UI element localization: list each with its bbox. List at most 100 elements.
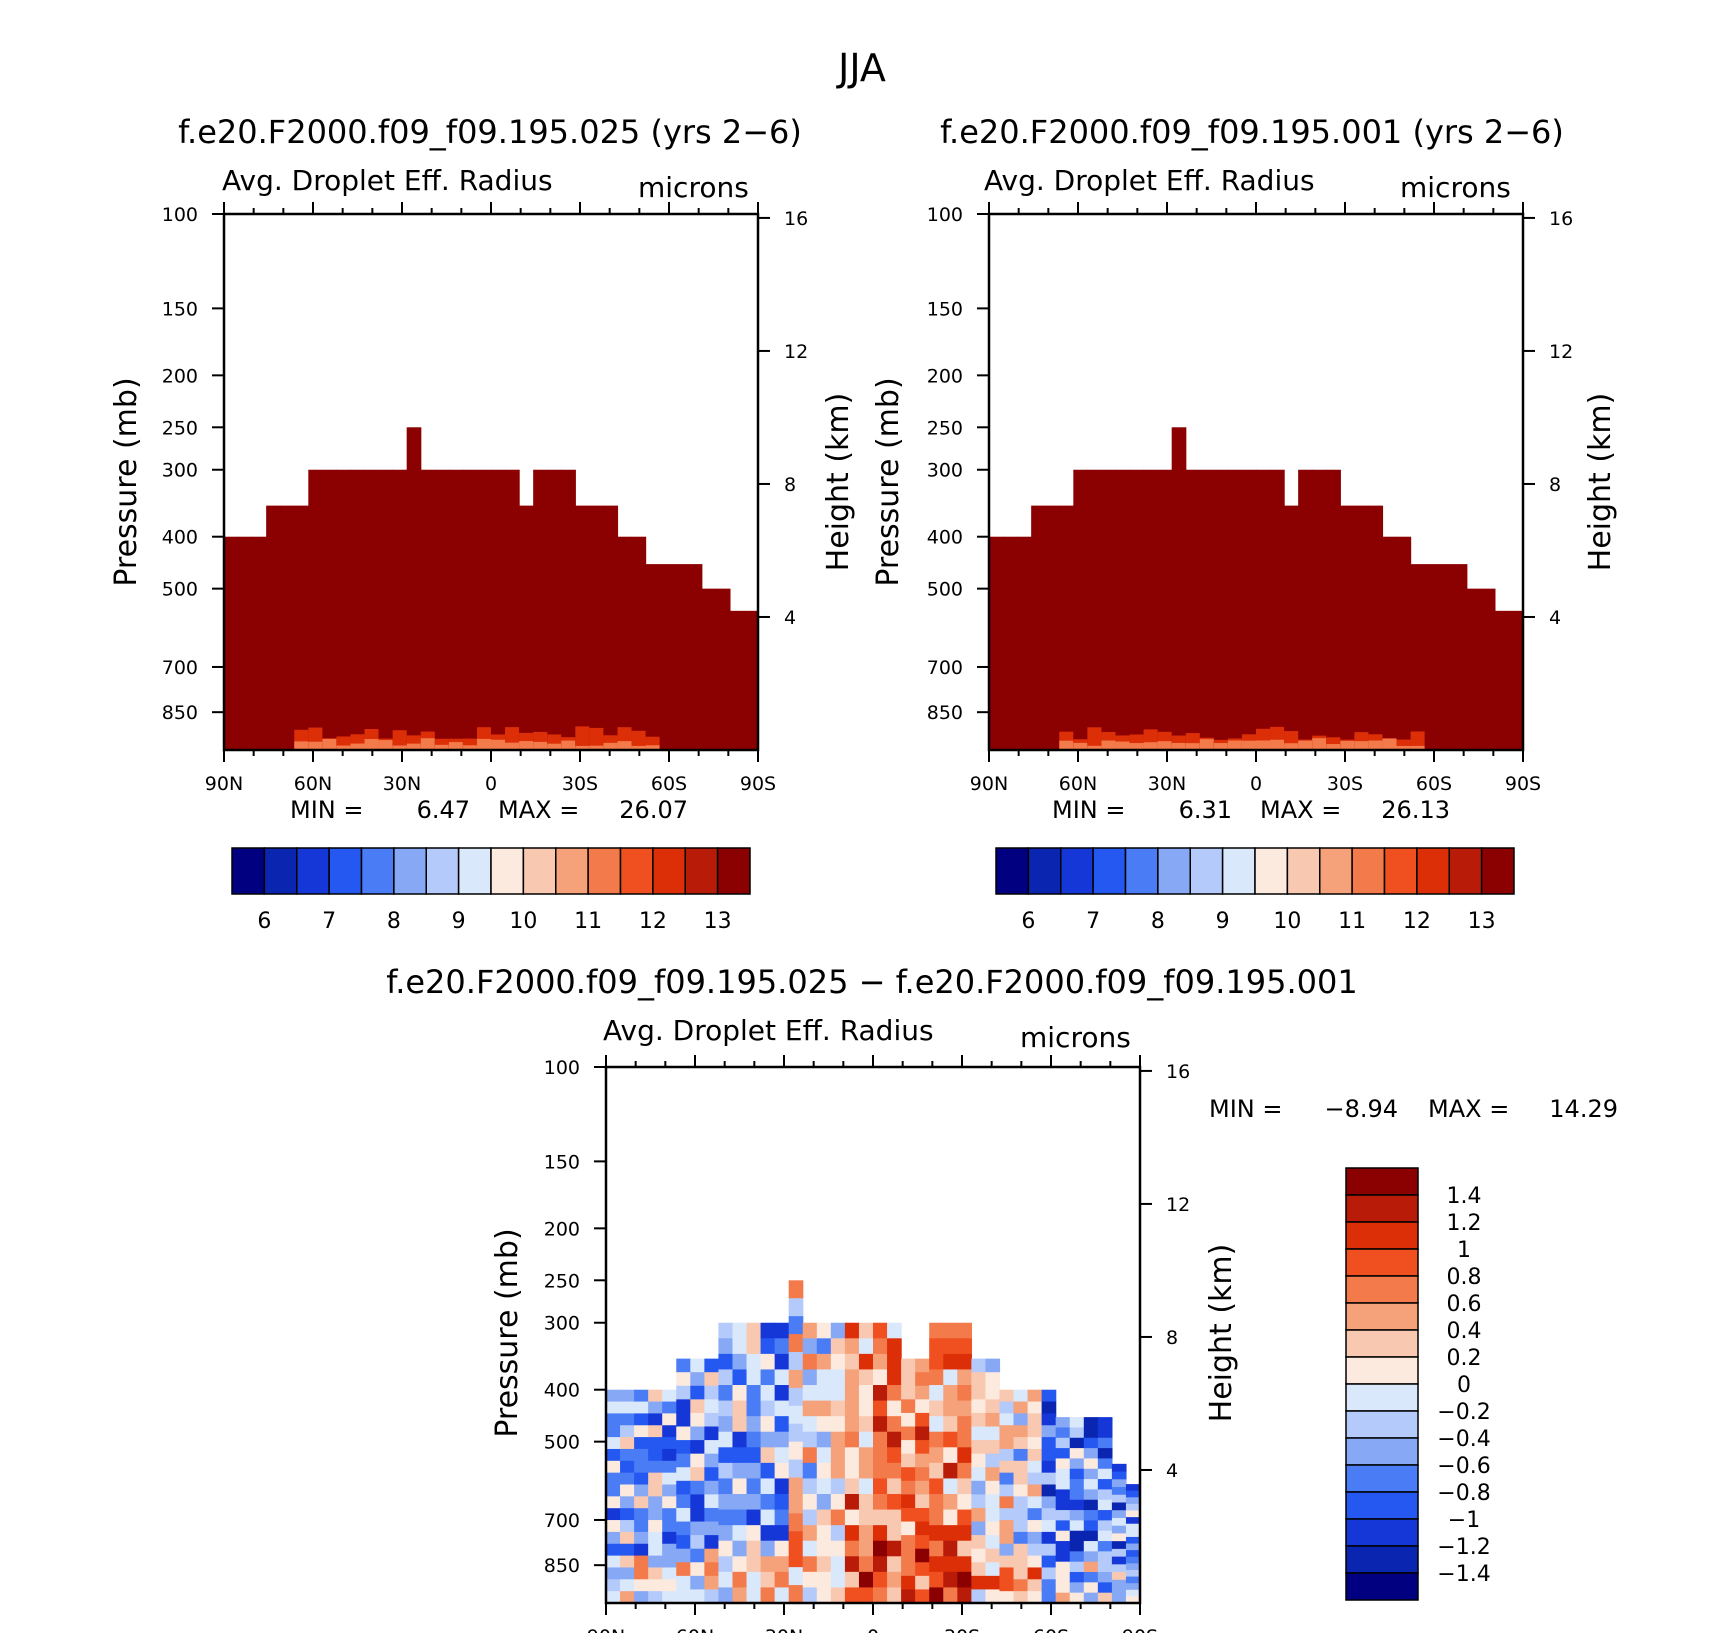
field-column bbox=[1354, 505, 1370, 750]
diff-cell bbox=[1027, 1579, 1043, 1592]
diff-cell bbox=[774, 1540, 790, 1557]
diff-cell bbox=[620, 1389, 635, 1403]
y-tick-label: 850 bbox=[162, 702, 198, 724]
diff-cell bbox=[844, 1416, 860, 1433]
diff-cell bbox=[634, 1579, 649, 1592]
surface-band bbox=[547, 743, 562, 750]
diff-cell bbox=[858, 1478, 874, 1495]
diff-cell bbox=[943, 1338, 958, 1355]
field-column bbox=[238, 536, 253, 750]
surface-band bbox=[575, 745, 590, 750]
colorbar-box bbox=[1345, 1410, 1419, 1439]
diff-cell bbox=[816, 1556, 832, 1573]
colorbar-label: 13 bbox=[1468, 909, 1496, 934]
diff-cell bbox=[690, 1494, 705, 1509]
surface-band bbox=[392, 745, 408, 750]
diff-cell bbox=[1069, 1572, 1085, 1583]
diff-cell bbox=[620, 1437, 635, 1450]
diff-cell bbox=[1111, 1556, 1127, 1565]
diff-cell bbox=[1013, 1448, 1029, 1462]
diff-cell bbox=[1083, 1541, 1099, 1552]
diff-cell bbox=[1055, 1530, 1071, 1542]
diff-cell bbox=[1069, 1499, 1085, 1511]
colorbar-box bbox=[1345, 1383, 1419, 1412]
diff-cell bbox=[873, 1338, 888, 1355]
diff-cell bbox=[1125, 1583, 1141, 1591]
diff-cell bbox=[858, 1509, 874, 1526]
diff-cell bbox=[1013, 1543, 1029, 1557]
diff-cell bbox=[1055, 1448, 1071, 1460]
diff-cell bbox=[1083, 1510, 1099, 1521]
diff-cell bbox=[1083, 1520, 1099, 1532]
diff-cell bbox=[606, 1460, 621, 1474]
surface-band bbox=[294, 741, 309, 750]
diff-cell bbox=[802, 1587, 818, 1604]
diff-cell bbox=[690, 1562, 705, 1577]
diff-cell bbox=[830, 1322, 846, 1339]
diff-cell bbox=[929, 1369, 944, 1386]
diff-cell bbox=[971, 1372, 987, 1387]
diff-cell bbox=[816, 1540, 832, 1557]
diff-cell bbox=[971, 1358, 987, 1373]
field-column bbox=[1480, 588, 1496, 750]
diff-cell bbox=[943, 1556, 958, 1573]
diff-cell bbox=[676, 1575, 691, 1591]
diff-cell bbox=[690, 1412, 705, 1428]
diff-cell bbox=[816, 1478, 832, 1495]
diff-cell bbox=[774, 1385, 790, 1402]
diff-cell bbox=[1111, 1502, 1127, 1511]
diff-cell bbox=[985, 1372, 1001, 1387]
colorbar-box bbox=[555, 847, 589, 895]
diff-cell bbox=[1111, 1525, 1127, 1535]
colorbar-label: 6 bbox=[1021, 909, 1035, 934]
y-tick-label: 100 bbox=[927, 204, 963, 226]
diff-cell bbox=[1055, 1510, 1071, 1521]
diff-cell bbox=[830, 1571, 846, 1589]
y2-tick-label: 8 bbox=[784, 474, 796, 496]
colorbar-box bbox=[652, 847, 686, 895]
diff-cell bbox=[1027, 1555, 1043, 1569]
diff-cell bbox=[844, 1447, 860, 1464]
field-column bbox=[336, 469, 352, 750]
diff-cell bbox=[1083, 1561, 1099, 1573]
diff-cell bbox=[1069, 1530, 1085, 1542]
diff-cell bbox=[620, 1508, 635, 1521]
field-column bbox=[434, 469, 450, 750]
diff-cell bbox=[957, 1494, 972, 1511]
diff-cell bbox=[957, 1338, 972, 1355]
surface-band bbox=[1340, 740, 1355, 750]
diff-cell bbox=[943, 1447, 958, 1464]
diff-cell bbox=[1083, 1468, 1099, 1480]
colorbar-label: 10 bbox=[509, 909, 537, 934]
panel-2-min-value: 6.31 bbox=[1179, 796, 1232, 824]
diff-cell bbox=[1083, 1458, 1099, 1470]
diff-cell bbox=[1111, 1541, 1127, 1550]
diff-cell bbox=[816, 1400, 832, 1417]
diff-cell bbox=[830, 1525, 846, 1542]
diff-cell bbox=[1027, 1472, 1043, 1486]
diff-cell bbox=[873, 1525, 888, 1542]
field-column bbox=[1340, 505, 1355, 750]
diff-cell bbox=[1027, 1425, 1043, 1438]
colorbar-label: 8 bbox=[1151, 909, 1165, 934]
y-tick-label: 200 bbox=[162, 365, 198, 387]
diff-cell bbox=[634, 1555, 649, 1569]
diff-cell bbox=[788, 1352, 804, 1371]
diff-cell bbox=[999, 1520, 1015, 1533]
diff-cell bbox=[873, 1416, 888, 1433]
diff-cell bbox=[1027, 1508, 1043, 1521]
diff-cell bbox=[648, 1425, 663, 1438]
diff-cell bbox=[873, 1369, 888, 1386]
diff-cell bbox=[704, 1575, 720, 1591]
colorbar-label: −1.4 bbox=[1437, 1562, 1490, 1587]
diff-cell bbox=[704, 1412, 720, 1428]
x-tick-label: 30S bbox=[944, 1626, 980, 1633]
colorbar-box bbox=[1060, 847, 1094, 895]
diff-cell bbox=[802, 1385, 818, 1402]
diff-cell bbox=[1055, 1499, 1071, 1511]
diff-cell bbox=[634, 1425, 649, 1438]
diff-cell bbox=[746, 1587, 762, 1604]
diff-cell bbox=[858, 1353, 874, 1371]
surface-band bbox=[350, 743, 366, 750]
diff-cell bbox=[648, 1472, 663, 1486]
